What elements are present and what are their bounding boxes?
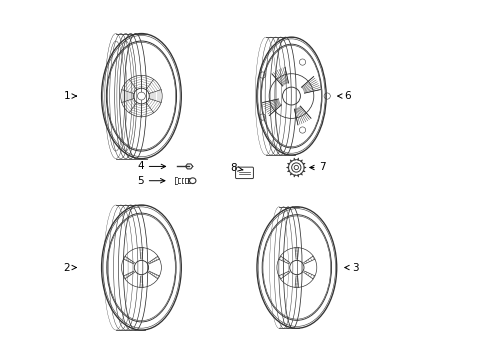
Text: 7: 7 <box>309 162 325 172</box>
Text: 8: 8 <box>230 163 243 173</box>
Text: 2: 2 <box>63 262 76 273</box>
Ellipse shape <box>137 92 145 100</box>
Text: 5: 5 <box>137 176 164 186</box>
Text: 1: 1 <box>63 91 76 101</box>
Text: 4: 4 <box>137 161 165 171</box>
Text: 6: 6 <box>337 91 350 101</box>
Text: 3: 3 <box>344 262 358 273</box>
